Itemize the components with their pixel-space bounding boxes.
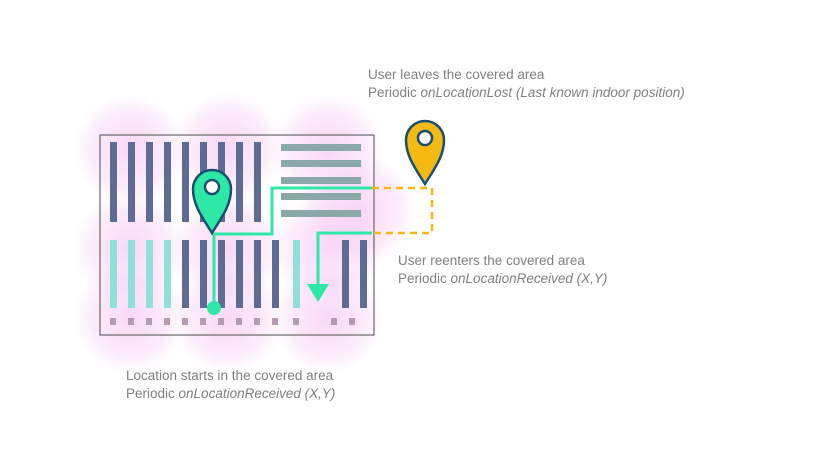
floor-marker bbox=[200, 318, 206, 325]
shelf bbox=[128, 240, 135, 308]
caption-prefix: Periodic bbox=[398, 271, 451, 286]
caption-prefix: Periodic bbox=[126, 386, 179, 401]
shelf bbox=[146, 240, 153, 308]
caption-callback: onLocationReceived bbox=[178, 386, 301, 401]
floor-marker bbox=[110, 318, 116, 325]
floor-marker bbox=[164, 318, 170, 325]
shelf bbox=[281, 210, 361, 217]
shelf bbox=[281, 177, 361, 184]
shelf bbox=[281, 160, 361, 167]
caption-detail: (X,Y) bbox=[572, 271, 608, 286]
map-pin-icon bbox=[404, 119, 446, 187]
floor-marker bbox=[128, 318, 134, 325]
shelf bbox=[164, 240, 171, 308]
shelf bbox=[110, 240, 117, 308]
caption-event: Periodic onLocationLost (Last known indo… bbox=[368, 84, 685, 102]
shelf bbox=[164, 142, 171, 222]
floor-marker bbox=[293, 318, 299, 325]
coverage-glow bbox=[272, 262, 384, 374]
indoor-return-path bbox=[316, 231, 372, 286]
shelf bbox=[110, 142, 117, 222]
indoor-path bbox=[212, 186, 372, 308]
location-starts-caption: Location starts in the covered area Peri… bbox=[126, 367, 335, 403]
shelf bbox=[272, 240, 279, 308]
caption-callback: onLocationLost bbox=[420, 85, 513, 100]
user-reenters-caption: User reenters the covered area Periodic … bbox=[398, 252, 607, 288]
caption-title: User leaves the covered area bbox=[368, 67, 545, 82]
shelf bbox=[342, 240, 349, 308]
floor-marker bbox=[272, 318, 278, 325]
shelf bbox=[236, 240, 243, 308]
shelf bbox=[254, 240, 261, 308]
user-leaves-caption: User leaves the covered area Periodic on… bbox=[368, 66, 685, 102]
floor-marker bbox=[218, 318, 224, 325]
caption-title: User reenters the covered area bbox=[398, 253, 585, 268]
floor-marker bbox=[331, 318, 337, 325]
floor-plan-outline bbox=[99, 134, 375, 336]
caption-title: Location starts in the covered area bbox=[126, 368, 334, 383]
caption-event: Periodic onLocationReceived (X,Y) bbox=[398, 270, 607, 288]
arrow-down-icon bbox=[307, 284, 329, 302]
outdoor-path bbox=[372, 186, 434, 235]
shelf bbox=[254, 142, 261, 222]
floor-marker bbox=[182, 318, 188, 325]
caption-event: Periodic onLocationReceived (X,Y) bbox=[126, 385, 335, 403]
map-pin-icon bbox=[191, 168, 233, 236]
shelf bbox=[236, 142, 243, 222]
caption-detail: (X,Y) bbox=[300, 386, 336, 401]
shelf bbox=[281, 144, 361, 151]
floor-marker bbox=[236, 318, 242, 325]
floor-marker bbox=[146, 318, 152, 325]
caption-callback: onLocationReceived bbox=[450, 271, 573, 286]
start-point bbox=[207, 301, 221, 315]
floor-marker bbox=[254, 318, 260, 325]
floor-marker bbox=[349, 318, 355, 325]
caption-detail: (Last known indoor position) bbox=[512, 85, 685, 100]
shelf bbox=[200, 240, 207, 308]
shelf bbox=[128, 142, 135, 222]
shelf bbox=[218, 240, 225, 308]
shelf bbox=[182, 240, 189, 308]
shelf bbox=[360, 240, 367, 308]
shelf bbox=[182, 142, 189, 222]
shelf bbox=[293, 240, 300, 308]
caption-prefix: Periodic bbox=[368, 85, 421, 100]
shelf bbox=[281, 193, 361, 200]
shelf bbox=[146, 142, 153, 222]
